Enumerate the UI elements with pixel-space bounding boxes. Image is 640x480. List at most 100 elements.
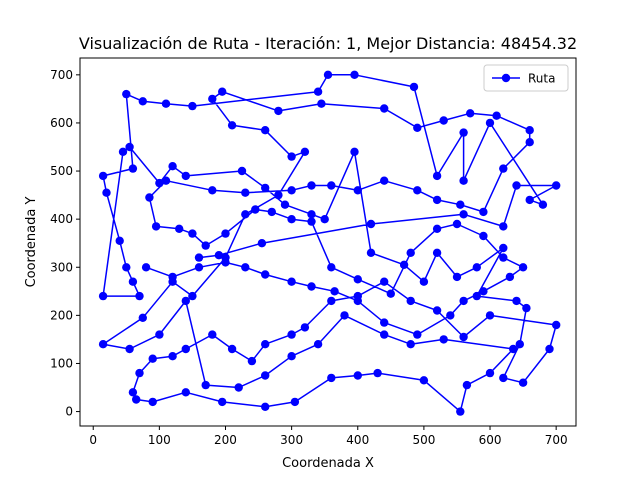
route-point [218, 397, 227, 407]
route-point [218, 87, 227, 96]
route-point [406, 296, 415, 306]
route-point [485, 311, 495, 320]
route-point [380, 330, 389, 339]
route-point [261, 183, 270, 193]
route-point [181, 388, 190, 397]
x-tick-label: 200 [214, 433, 237, 447]
route-point [307, 181, 316, 190]
route-point [201, 241, 210, 250]
route-point [492, 111, 501, 120]
route-point [102, 188, 111, 197]
route-point [380, 176, 389, 185]
route-point [466, 109, 475, 118]
route-point [479, 207, 488, 217]
route-point [155, 178, 164, 188]
route-point [98, 340, 108, 349]
series-layer [98, 70, 561, 416]
route-point [261, 126, 270, 135]
x-tick-label: 700 [545, 433, 568, 447]
y-tick-label: 700 [50, 68, 73, 82]
route-point [380, 318, 389, 327]
route-point [251, 205, 260, 214]
route-point [287, 330, 296, 339]
x-tick-label: 500 [412, 433, 435, 447]
route-point [330, 287, 339, 296]
y-tick-label: 600 [50, 116, 73, 130]
y-tick-label: 400 [50, 212, 73, 226]
route-point [287, 215, 296, 224]
route-point [241, 188, 250, 197]
route-point [518, 378, 528, 387]
route-point [472, 291, 481, 301]
route-point [175, 224, 184, 233]
route-point [313, 87, 323, 96]
route-point [413, 186, 422, 195]
route-point [145, 193, 154, 202]
route-point [168, 352, 177, 361]
route-point [138, 97, 147, 106]
route-point [456, 407, 465, 416]
route-point [261, 270, 270, 279]
route-point [181, 296, 190, 306]
route-point [237, 166, 247, 176]
legend: Ruta [483, 64, 569, 92]
route-point [413, 123, 422, 132]
route-point [380, 104, 389, 113]
route-point [287, 152, 296, 161]
route-point [459, 210, 468, 219]
legend-box [483, 64, 569, 92]
route-point [241, 210, 250, 219]
route-point [261, 402, 270, 411]
route-point [227, 121, 237, 130]
route-point [432, 248, 442, 257]
route-point [406, 340, 415, 349]
route-point [290, 397, 300, 407]
route-point [168, 272, 177, 282]
route-point [135, 291, 144, 301]
route-point [208, 330, 217, 339]
route-point [148, 397, 157, 407]
route-point [138, 313, 147, 322]
route-point [307, 210, 316, 219]
route-line [102, 74, 557, 413]
route-point [380, 277, 389, 286]
route-point [287, 352, 296, 361]
route-point [128, 277, 138, 286]
route-point [188, 291, 197, 301]
route-point [439, 116, 448, 125]
route-point [274, 190, 283, 200]
route-point [366, 219, 376, 229]
route-point [122, 89, 131, 99]
route-point [459, 296, 468, 306]
route-point [509, 344, 518, 354]
route-point [141, 263, 151, 272]
route-point [132, 395, 141, 404]
route-point [552, 320, 561, 330]
route-point [350, 147, 359, 156]
route-point [221, 258, 230, 267]
x-tick-label: 100 [148, 433, 171, 447]
route-point [350, 70, 359, 80]
route-point [300, 147, 310, 156]
route-point [452, 272, 462, 282]
route-point [327, 296, 336, 306]
route-point [327, 373, 336, 383]
route-point [234, 383, 243, 392]
route-point [317, 99, 326, 108]
route-point [274, 106, 283, 116]
route-point [432, 195, 442, 205]
route-point [432, 224, 442, 233]
y-tick-label: 200 [50, 308, 73, 322]
route-point [505, 272, 515, 282]
route-point [419, 277, 429, 286]
route-point [307, 217, 316, 226]
route-point [327, 181, 336, 190]
route-point [409, 82, 419, 92]
route-point [323, 70, 333, 80]
route-point [439, 335, 448, 344]
x-tick-label: 300 [280, 433, 303, 447]
route-point [194, 253, 204, 262]
route-point [313, 340, 323, 349]
route-point [300, 323, 310, 332]
route-point [161, 176, 171, 185]
